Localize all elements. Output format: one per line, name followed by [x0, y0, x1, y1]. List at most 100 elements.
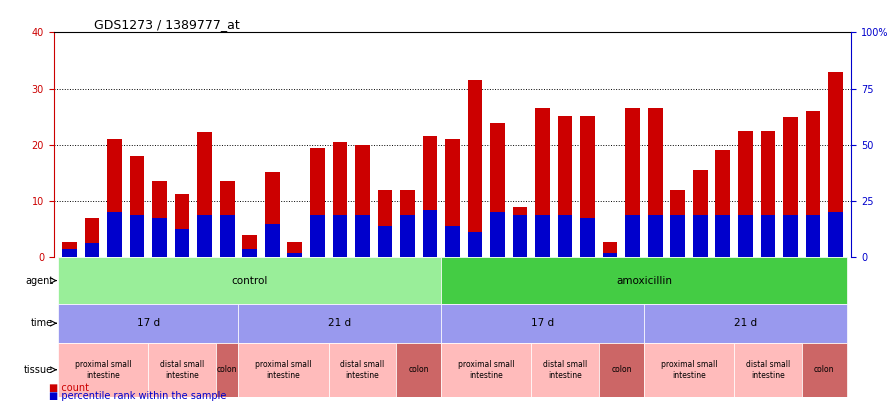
Bar: [445, 226, 460, 257]
Bar: [625, 108, 640, 257]
Bar: [149, 343, 216, 397]
Bar: [243, 249, 257, 257]
Bar: [58, 257, 441, 304]
Text: distal small
intestine: distal small intestine: [340, 360, 384, 380]
Bar: [130, 215, 144, 257]
Text: colon: colon: [409, 365, 429, 374]
Bar: [693, 215, 708, 257]
Bar: [490, 212, 504, 257]
Bar: [332, 142, 347, 257]
Bar: [738, 215, 753, 257]
Text: time: time: [31, 318, 53, 328]
Bar: [288, 241, 302, 257]
Bar: [716, 151, 730, 257]
Text: distal small
intestine: distal small intestine: [745, 360, 790, 380]
Bar: [423, 136, 437, 257]
Bar: [670, 215, 685, 257]
Bar: [441, 304, 644, 343]
Bar: [535, 215, 550, 257]
Bar: [648, 215, 662, 257]
Bar: [220, 181, 235, 257]
Text: tissue: tissue: [24, 365, 53, 375]
Bar: [738, 131, 753, 257]
Bar: [648, 108, 662, 257]
Bar: [265, 224, 280, 257]
Bar: [175, 229, 189, 257]
Bar: [716, 215, 730, 257]
Bar: [468, 80, 482, 257]
Bar: [377, 190, 392, 257]
Bar: [401, 215, 415, 257]
Bar: [644, 304, 847, 343]
Text: proximal small
intestine: proximal small intestine: [660, 360, 718, 380]
Text: control: control: [231, 275, 268, 286]
Text: amoxicillin: amoxicillin: [616, 275, 672, 286]
Bar: [625, 215, 640, 257]
Bar: [558, 115, 573, 257]
Bar: [197, 215, 212, 257]
Text: 17 d: 17 d: [137, 318, 159, 328]
Bar: [108, 139, 122, 257]
Bar: [85, 218, 99, 257]
Bar: [220, 215, 235, 257]
Bar: [355, 145, 370, 257]
Bar: [531, 343, 599, 397]
Text: proximal small
intestine: proximal small intestine: [75, 360, 132, 380]
Bar: [130, 156, 144, 257]
Bar: [243, 235, 257, 257]
Bar: [603, 253, 617, 257]
Bar: [310, 148, 324, 257]
Bar: [603, 241, 617, 257]
Bar: [58, 343, 149, 397]
Bar: [401, 190, 415, 257]
Text: agent: agent: [25, 275, 53, 286]
Bar: [490, 124, 504, 257]
Bar: [355, 215, 370, 257]
Bar: [535, 108, 550, 257]
Bar: [513, 207, 528, 257]
Bar: [62, 249, 77, 257]
Bar: [802, 343, 847, 397]
Bar: [806, 111, 820, 257]
Text: ■ percentile rank within the sample: ■ percentile rank within the sample: [49, 391, 227, 401]
Bar: [734, 343, 802, 397]
Text: proximal small
intestine: proximal small intestine: [255, 360, 312, 380]
Bar: [599, 343, 644, 397]
Bar: [216, 343, 238, 397]
Text: colon: colon: [814, 365, 834, 374]
Bar: [693, 170, 708, 257]
Text: distal small
intestine: distal small intestine: [160, 360, 204, 380]
Bar: [445, 139, 460, 257]
Bar: [329, 343, 396, 397]
Bar: [828, 72, 843, 257]
Bar: [581, 218, 595, 257]
Bar: [265, 172, 280, 257]
Bar: [783, 117, 797, 257]
Bar: [238, 343, 329, 397]
Text: 21 d: 21 d: [734, 318, 757, 328]
Bar: [761, 215, 775, 257]
Bar: [558, 215, 573, 257]
Bar: [288, 253, 302, 257]
Bar: [670, 190, 685, 257]
Bar: [58, 304, 238, 343]
Bar: [152, 218, 167, 257]
Bar: [197, 132, 212, 257]
Bar: [468, 232, 482, 257]
Bar: [783, 215, 797, 257]
Text: ■ count: ■ count: [49, 383, 90, 393]
Bar: [581, 115, 595, 257]
Bar: [85, 243, 99, 257]
Text: colon: colon: [217, 365, 237, 374]
Bar: [644, 343, 734, 397]
Text: colon: colon: [611, 365, 632, 374]
Bar: [441, 257, 847, 304]
Bar: [396, 343, 441, 397]
Bar: [423, 209, 437, 257]
Bar: [238, 304, 441, 343]
Text: GDS1273 / 1389777_at: GDS1273 / 1389777_at: [93, 18, 239, 31]
Text: 21 d: 21 d: [328, 318, 351, 328]
Bar: [62, 241, 77, 257]
Bar: [513, 215, 528, 257]
Bar: [806, 215, 820, 257]
